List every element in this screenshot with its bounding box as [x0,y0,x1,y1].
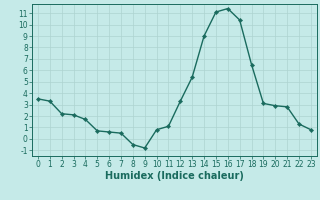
X-axis label: Humidex (Indice chaleur): Humidex (Indice chaleur) [105,171,244,181]
